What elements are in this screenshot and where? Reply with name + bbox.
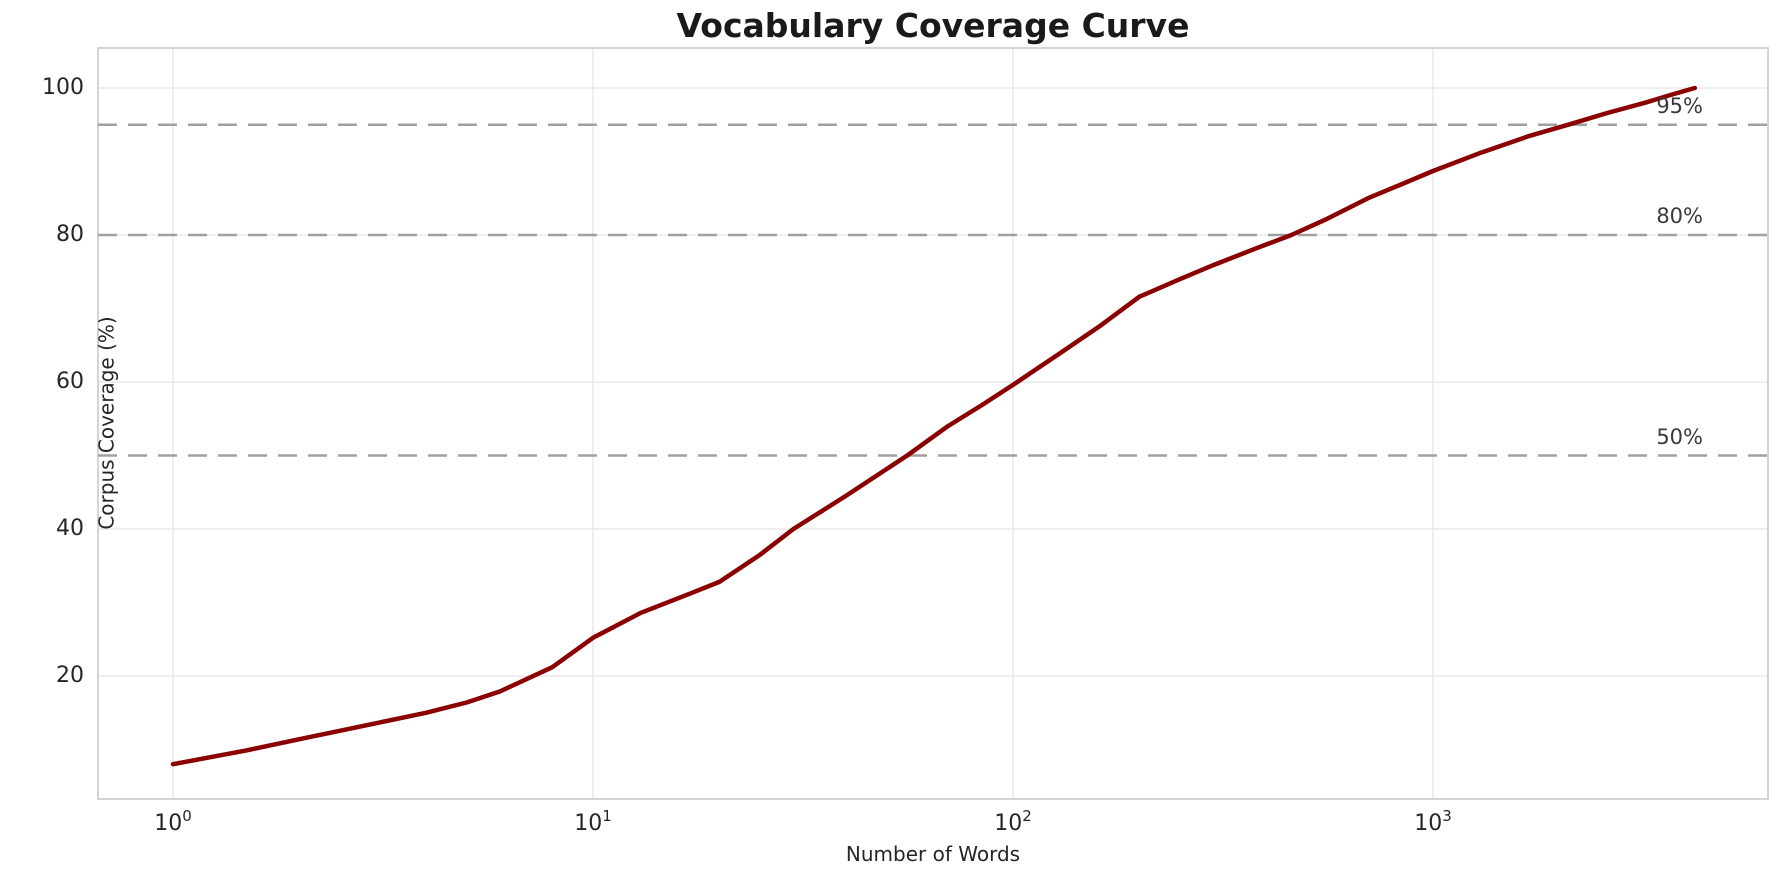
- threshold-label-50: 50%: [1656, 424, 1703, 449]
- x-tick-label-100: 102: [994, 807, 1032, 836]
- y-tick-label-20: 20: [56, 663, 84, 689]
- y-tick-label-100: 100: [42, 74, 84, 100]
- plot-border: [97, 47, 1769, 800]
- y-tick-label-80: 80: [56, 221, 84, 247]
- y-tick-label-40: 40: [56, 516, 84, 542]
- x-tick-label-1000: 103: [1414, 807, 1452, 836]
- x-tick-label-10: 101: [574, 807, 612, 836]
- chart-title: Vocabulary Coverage Curve: [676, 6, 1190, 45]
- threshold-label-80: 80%: [1656, 203, 1703, 228]
- coverage-curve: [170, 85, 1698, 767]
- y-axis-label: Corpus Coverage (%): [94, 316, 119, 530]
- x-axis-label: Number of Words: [845, 842, 1021, 866]
- threshold-label-95: 95%: [1656, 93, 1703, 118]
- x-tick-label-1: 100: [154, 807, 192, 836]
- y-tick-label-60: 60: [56, 369, 84, 394]
